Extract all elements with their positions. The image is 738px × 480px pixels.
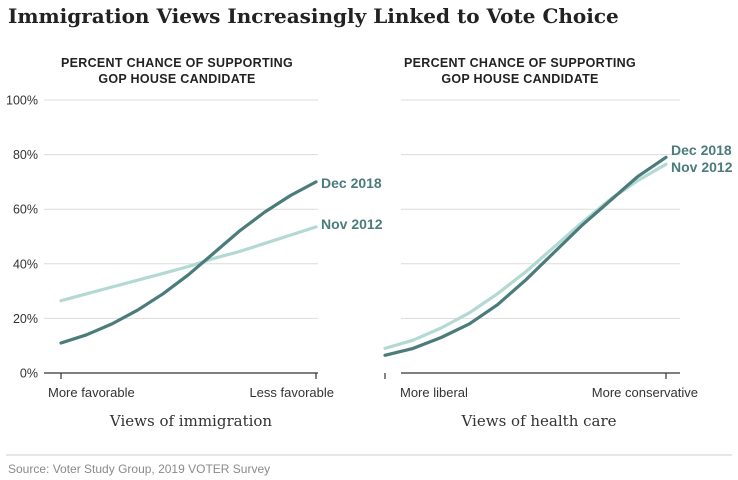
- panel-2-series-lines: [383, 155, 668, 357]
- panel-2-x-axis: [384, 372, 680, 379]
- y-tick-label: 40%: [13, 257, 38, 271]
- series-line-dec-2018: [383, 155, 668, 357]
- panel-1-x-tick-right: Less favorable: [249, 385, 334, 400]
- y-tick-label: 20%: [13, 312, 38, 326]
- panel-2-label-nov-2012: Nov 2012: [671, 159, 733, 175]
- panel-1-series-lines: [59, 180, 318, 345]
- chart-title: Immigration Views Increasingly Linked to…: [8, 4, 619, 28]
- panel-1-x-tick-left: More favorable: [48, 385, 135, 400]
- panel-2-x-axis-label: Views of health care: [460, 412, 616, 430]
- panel-1-gridlines: [44, 99, 318, 319]
- panel-2-gridlines: [401, 99, 680, 319]
- panel-1-label-nov-2012: Nov 2012: [321, 216, 383, 232]
- panel-1-x-axis: [44, 372, 318, 379]
- y-tick-label: 100%: [6, 94, 38, 108]
- y-tick-label: 80%: [13, 148, 38, 162]
- series-line-nov-2012: [383, 162, 668, 350]
- series-line-nov-2012: [59, 225, 318, 303]
- series-line-dec-2018: [59, 180, 318, 345]
- panel-1-subtitle-line-1: PERCENT CHANCE OF SUPPORTING: [61, 56, 293, 70]
- source-note: Source: Voter Study Group, 2019 VOTER Su…: [8, 462, 270, 476]
- panel-1-subtitle-line-2: GOP HOUSE CANDIDATE: [98, 72, 255, 86]
- panel-1-label-dec-2018: Dec 2018: [321, 175, 382, 191]
- panel-health-care: PERCENT CHANCE OF SUPPORTING GOP HOUSE C…: [383, 56, 733, 430]
- y-tick-label: 60%: [13, 203, 38, 217]
- panel-2-label-dec-2018: Dec 2018: [671, 142, 732, 158]
- panel-1-x-axis-label: Views of immigration: [109, 412, 273, 430]
- panel-1-y-tick-labels: 0% 20% 40% 60% 80% 100%: [6, 94, 38, 381]
- panel-immigration: PERCENT CHANCE OF SUPPORTING GOP HOUSE C…: [6, 56, 383, 430]
- panel-2-x-tick-right: More conservative: [592, 385, 698, 400]
- panel-2-subtitle-line-2: GOP HOUSE CANDIDATE: [441, 72, 598, 86]
- panel-2-subtitle-line-1: PERCENT CHANCE OF SUPPORTING: [404, 56, 636, 70]
- y-tick-label: 0%: [20, 367, 38, 381]
- panel-2-x-tick-left: More liberal: [400, 385, 468, 400]
